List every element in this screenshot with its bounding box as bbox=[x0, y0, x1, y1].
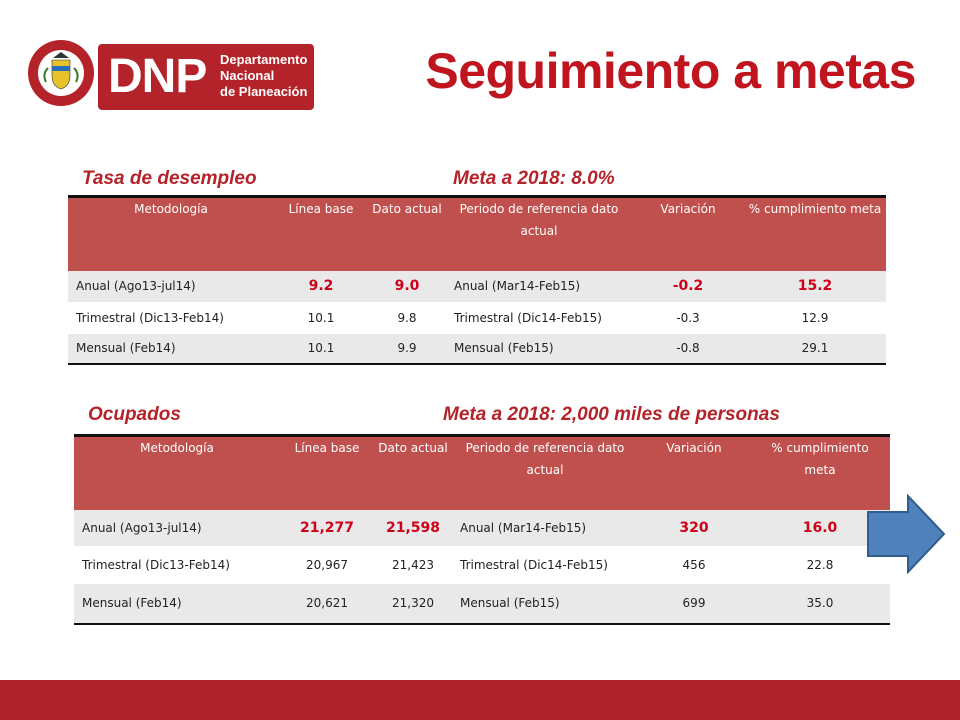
table-cell: 9.2 bbox=[308, 278, 334, 294]
table-cell: 21,598 bbox=[385, 519, 441, 536]
table-cell: 21,277 bbox=[299, 519, 355, 536]
table-cell: -0.3 bbox=[676, 310, 700, 325]
table-cell: 9.8 bbox=[397, 310, 417, 325]
table-cell: 21,423 bbox=[392, 557, 434, 572]
table-cell: Mensual (Feb15) bbox=[454, 341, 554, 355]
table-cell: 20,621 bbox=[306, 596, 348, 610]
dnp-line-2: Nacional bbox=[220, 68, 275, 83]
dnp-acronym: DNP bbox=[108, 50, 207, 103]
table-cell: 29.1 bbox=[801, 341, 829, 355]
table-cell: Anual (Mar14-Feb15) bbox=[454, 279, 581, 293]
table-cell: Trimestral (Dic14-Feb15) bbox=[460, 557, 608, 572]
table-cell: Mensual (Feb15) bbox=[460, 596, 560, 610]
table-cell: 320 bbox=[679, 519, 709, 536]
table-cell: 21,320 bbox=[392, 596, 434, 610]
table-cell: 16.0 bbox=[802, 519, 838, 536]
table-cell: 10.1 bbox=[307, 341, 335, 355]
table-cell: 699 bbox=[682, 596, 706, 610]
dnp-line-3: de Planeación bbox=[220, 84, 308, 99]
col-header: Variación bbox=[660, 202, 716, 216]
employed-table: Metodología Línea base Dato actual Perio… bbox=[74, 434, 890, 625]
table-cell: Trimestral (Dic13-Feb14) bbox=[82, 557, 230, 572]
section2-label: Ocupados bbox=[88, 404, 181, 425]
table-row: Mensual (Feb14) 20,621 21,320 Mensual (F… bbox=[74, 583, 890, 624]
col-header: Línea base bbox=[288, 202, 354, 216]
table-cell: 22.8 bbox=[806, 557, 834, 572]
dnp-wordmark: DNP Departamento Nacional de Planeación bbox=[98, 44, 314, 110]
col-header: % cumplimiento meta bbox=[771, 441, 869, 477]
table-cell: 10.1 bbox=[307, 310, 335, 325]
col-header: % cumplimiento meta bbox=[748, 202, 882, 216]
table-cell: 9.0 bbox=[394, 278, 420, 294]
table-row: Trimestral (Dic13-Feb14) 20,967 21,423 T… bbox=[74, 545, 890, 584]
dnp-line-1: Departamento bbox=[220, 52, 308, 67]
table-row: Anual (Ago13-jul14) 9.2 9.0 Anual (Mar14… bbox=[68, 270, 886, 302]
table-cell: Trimestral (Dic13-Feb14) bbox=[76, 310, 224, 325]
table-cell: Anual (Ago13-jul14) bbox=[76, 279, 196, 293]
table-cell: 15.2 bbox=[797, 278, 833, 294]
section2-goal: Meta a 2018: 2,000 miles de personas bbox=[443, 404, 780, 425]
section1-goal: Meta a 2018: 8.0% bbox=[453, 168, 615, 189]
col-header: Periodo de referencia dato actual bbox=[459, 202, 619, 238]
dnp-logo: DNP Departamento Nacional de Planeación bbox=[26, 38, 314, 110]
next-arrow-icon[interactable] bbox=[866, 494, 946, 574]
table-cell: -0.2 bbox=[672, 278, 704, 294]
table-cell: Mensual (Feb14) bbox=[76, 341, 176, 355]
col-header: Dato actual bbox=[378, 441, 448, 455]
table-header-row: Metodología Línea base Dato actual Perio… bbox=[68, 196, 886, 271]
col-header: Variación bbox=[666, 441, 722, 455]
table-cell: 12.9 bbox=[801, 310, 829, 325]
table-header-row: Metodología Línea base Dato actual Perio… bbox=[74, 435, 890, 510]
section1-label: Tasa de desempleo bbox=[82, 168, 257, 189]
table-row: Anual (Ago13-jul14) 21,277 21,598 Anual … bbox=[74, 509, 890, 546]
footer-bar bbox=[0, 680, 960, 720]
page-title: Seguimiento a metas bbox=[425, 43, 916, 99]
table-cell: 20,967 bbox=[306, 557, 348, 572]
table-cell: 9.9 bbox=[397, 341, 417, 355]
col-header: Metodología bbox=[134, 202, 208, 216]
table-cell: Trimestral (Dic14-Feb15) bbox=[454, 310, 602, 325]
col-header: Periodo de referencia dato actual bbox=[465, 441, 625, 477]
table-cell: -0.8 bbox=[676, 341, 700, 355]
colombia-seal-icon bbox=[28, 40, 94, 106]
table-cell: Anual (Ago13-jul14) bbox=[82, 520, 202, 535]
col-header: Dato actual bbox=[372, 202, 442, 216]
col-header: Metodología bbox=[140, 441, 214, 455]
unemployment-table: Metodología Línea base Dato actual Perio… bbox=[68, 195, 886, 365]
table-row: Mensual (Feb14) 10.1 9.9 Mensual (Feb15)… bbox=[68, 333, 886, 364]
table-cell: 456 bbox=[682, 557, 706, 572]
table-row: Trimestral (Dic13-Feb14) 10.1 9.8 Trimes… bbox=[68, 301, 886, 334]
table-cell: Anual (Mar14-Feb15) bbox=[460, 520, 587, 535]
dnp-fullname: Departamento Nacional de Planeación bbox=[220, 52, 307, 100]
table-cell: 35.0 bbox=[806, 596, 834, 610]
col-header: Línea base bbox=[294, 441, 360, 455]
table-cell: Mensual (Feb14) bbox=[82, 596, 182, 610]
